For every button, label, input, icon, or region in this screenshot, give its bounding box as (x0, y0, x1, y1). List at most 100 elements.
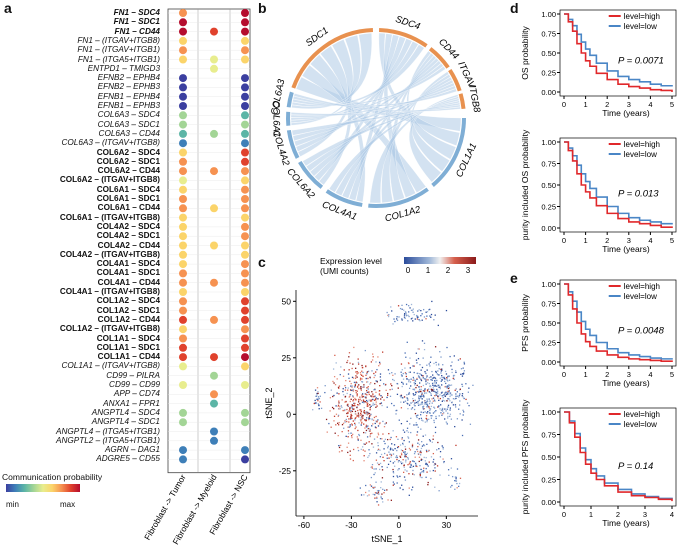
cell-point (338, 393, 340, 395)
pair-label: COL4A2 – (ITGAV+ITGB8) (59, 249, 160, 259)
cell-point (366, 426, 368, 428)
cell-point (426, 421, 428, 423)
cell-point (361, 396, 363, 398)
cell-point (367, 391, 370, 394)
cell-point (403, 476, 406, 478)
cell-point (454, 389, 456, 391)
cell-point (442, 396, 444, 399)
cell-point (357, 409, 359, 412)
cell-point (358, 398, 360, 401)
cell-point (370, 476, 373, 479)
x-tick-label: 0 (397, 520, 402, 530)
cell-point (392, 374, 394, 377)
cell-point (441, 395, 443, 397)
cell-point (411, 443, 414, 446)
cell-point (375, 401, 377, 403)
cell-point (436, 385, 438, 387)
cell-point (362, 449, 364, 451)
cell-point (432, 412, 435, 414)
legend-high-label: level=high (624, 282, 660, 291)
cell-point (422, 469, 425, 472)
cell-point (365, 389, 368, 392)
cell-point (335, 424, 337, 426)
cell-point (392, 378, 394, 381)
dot (241, 204, 249, 213)
cell-point (369, 409, 371, 411)
cell-point (442, 458, 444, 460)
cell-point (426, 399, 428, 401)
cell-point (344, 387, 347, 389)
cell-point (404, 455, 406, 457)
cell-point (439, 474, 441, 476)
cell-point (371, 466, 373, 468)
cell-point (433, 399, 436, 401)
cell-point (427, 450, 430, 452)
cell-point (430, 356, 432, 358)
cell-point (376, 420, 378, 422)
cell-point (389, 395, 392, 397)
cell-point (382, 420, 384, 423)
cell-point (420, 458, 423, 461)
cell-point (421, 419, 423, 421)
cell-point (354, 404, 356, 407)
cell-point (379, 385, 381, 387)
cell-point (415, 386, 417, 389)
cell-point (435, 394, 438, 396)
dot (179, 353, 187, 362)
cell-point (369, 415, 371, 417)
cell-point (372, 393, 374, 396)
cell-point (442, 399, 444, 402)
cell-point (366, 394, 368, 396)
km-curve-high (564, 411, 673, 502)
cell-point (366, 403, 369, 406)
cell-point (443, 461, 445, 464)
cell-point (428, 382, 430, 385)
cell-point (433, 362, 435, 365)
cell-point (352, 405, 355, 407)
cell-point (430, 316, 432, 318)
cell-point (348, 418, 350, 420)
cell-point (410, 408, 413, 410)
cell-point (404, 317, 406, 319)
cell-point (418, 318, 420, 321)
cell-point (400, 401, 402, 403)
cell-point (345, 435, 347, 438)
pair-label: COL4A2 – CD44 (97, 240, 160, 250)
cell-point (377, 491, 380, 493)
cell-point (352, 399, 355, 401)
cell-point (351, 414, 353, 417)
cell-point (358, 384, 360, 386)
cell-point (419, 364, 421, 366)
cell-point (422, 394, 425, 396)
cell-point (403, 451, 405, 453)
cell-point (374, 472, 376, 474)
cell-point (367, 402, 369, 405)
cell-point (357, 372, 359, 375)
cell-point (406, 397, 408, 399)
cell-point (443, 394, 445, 397)
dot (241, 120, 249, 129)
dot (179, 362, 187, 371)
cell-point (466, 402, 469, 404)
cell-point (401, 319, 403, 321)
cell-point (377, 356, 379, 358)
cell-point (347, 387, 349, 389)
cell-point (413, 377, 415, 380)
cell-point (429, 470, 431, 472)
dot (179, 446, 187, 455)
x-axis-label: Time (years) (602, 518, 650, 528)
cell-point (392, 323, 394, 325)
cell-point (374, 492, 377, 494)
cell-point (444, 395, 446, 398)
cell-point (455, 476, 457, 479)
km-curve-high (564, 141, 673, 228)
cell-point (377, 398, 379, 400)
cell-point (335, 405, 337, 407)
cell-point (396, 382, 398, 385)
cell-point (337, 414, 340, 417)
dot (241, 334, 249, 343)
legend-max: max (60, 500, 76, 509)
cell-point (383, 489, 386, 491)
cell-point (424, 402, 426, 404)
cell-point (358, 434, 361, 437)
